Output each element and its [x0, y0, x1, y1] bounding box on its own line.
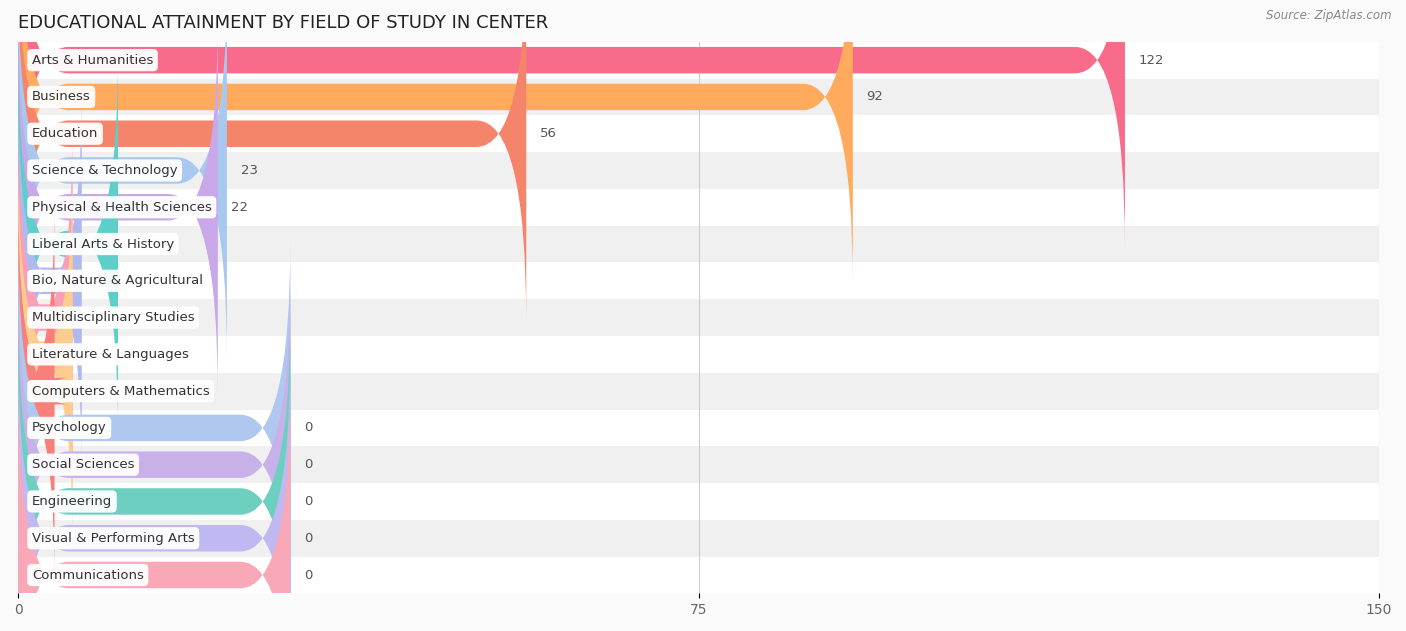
Text: Literature & Languages: Literature & Languages [32, 348, 188, 361]
Text: Liberal Arts & History: Liberal Arts & History [32, 237, 174, 251]
FancyBboxPatch shape [18, 386, 291, 631]
FancyBboxPatch shape [18, 520, 1379, 557]
FancyBboxPatch shape [18, 349, 291, 631]
FancyBboxPatch shape [18, 18, 218, 396]
Text: Social Sciences: Social Sciences [32, 458, 135, 471]
Text: Multidisciplinary Studies: Multidisciplinary Studies [32, 311, 194, 324]
FancyBboxPatch shape [18, 226, 1379, 262]
Text: 11: 11 [132, 237, 149, 251]
FancyBboxPatch shape [18, 0, 1125, 249]
Text: 0: 0 [304, 532, 312, 545]
FancyBboxPatch shape [18, 446, 1379, 483]
Text: 0: 0 [304, 458, 312, 471]
FancyBboxPatch shape [18, 262, 1379, 299]
Text: EDUCATIONAL ATTAINMENT BY FIELD OF STUDY IN CENTER: EDUCATIONAL ATTAINMENT BY FIELD OF STUDY… [18, 14, 548, 32]
Text: 6: 6 [86, 348, 94, 361]
Text: Science & Technology: Science & Technology [32, 164, 177, 177]
Text: Visual & Performing Arts: Visual & Performing Arts [32, 532, 194, 545]
Text: 6: 6 [86, 311, 94, 324]
Text: Source: ZipAtlas.com: Source: ZipAtlas.com [1267, 9, 1392, 23]
FancyBboxPatch shape [18, 78, 1379, 115]
FancyBboxPatch shape [18, 42, 1379, 78]
FancyBboxPatch shape [18, 239, 291, 617]
Text: Psychology: Psychology [32, 422, 107, 434]
Text: Physical & Health Sciences: Physical & Health Sciences [32, 201, 212, 214]
FancyBboxPatch shape [18, 0, 226, 360]
FancyBboxPatch shape [4, 202, 67, 580]
FancyBboxPatch shape [18, 115, 1379, 152]
Text: 4: 4 [67, 385, 76, 398]
FancyBboxPatch shape [18, 483, 1379, 520]
Text: Computers & Mathematics: Computers & Mathematics [32, 385, 209, 398]
FancyBboxPatch shape [18, 0, 853, 286]
Text: 56: 56 [540, 127, 557, 140]
Text: 92: 92 [866, 90, 883, 103]
Text: 23: 23 [240, 164, 257, 177]
FancyBboxPatch shape [18, 312, 291, 631]
FancyBboxPatch shape [18, 129, 73, 507]
FancyBboxPatch shape [18, 189, 1379, 226]
FancyBboxPatch shape [18, 299, 1379, 336]
FancyBboxPatch shape [18, 557, 1379, 593]
Text: Arts & Humanities: Arts & Humanities [32, 54, 153, 67]
Text: 122: 122 [1139, 54, 1164, 67]
Text: Engineering: Engineering [32, 495, 112, 508]
FancyBboxPatch shape [18, 165, 73, 543]
FancyBboxPatch shape [18, 91, 82, 470]
FancyBboxPatch shape [18, 55, 118, 433]
Text: Education: Education [32, 127, 98, 140]
FancyBboxPatch shape [18, 410, 1379, 446]
FancyBboxPatch shape [18, 0, 526, 322]
Text: Communications: Communications [32, 569, 143, 582]
FancyBboxPatch shape [18, 373, 1379, 410]
FancyBboxPatch shape [18, 276, 291, 631]
FancyBboxPatch shape [18, 152, 1379, 189]
Text: 0: 0 [304, 495, 312, 508]
Text: 22: 22 [232, 201, 249, 214]
FancyBboxPatch shape [18, 336, 1379, 373]
Text: 0: 0 [304, 569, 312, 582]
Text: 0: 0 [304, 422, 312, 434]
Text: Business: Business [32, 90, 90, 103]
Text: 7: 7 [96, 274, 104, 287]
Text: Bio, Nature & Agricultural: Bio, Nature & Agricultural [32, 274, 202, 287]
